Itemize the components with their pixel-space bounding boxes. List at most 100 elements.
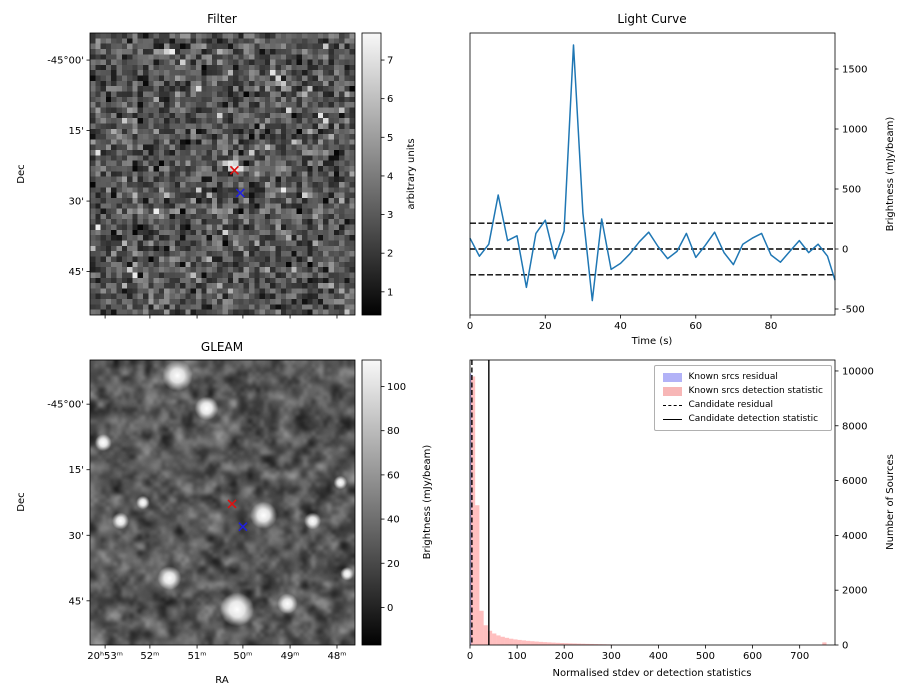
tick-label: 2 <box>387 249 393 260</box>
gleam-xlabel: RA <box>215 675 229 686</box>
tick-label: 6 <box>387 94 393 105</box>
tick-label: 45' <box>69 596 84 607</box>
filter-image <box>90 33 355 315</box>
tick-label: 45' <box>69 267 84 278</box>
detstat-bar <box>504 637 510 645</box>
detstat-bar <box>487 630 493 645</box>
tick-label: 0 <box>467 321 473 332</box>
tick-label: 500 <box>696 651 715 662</box>
legend-patch-swatch <box>663 372 683 382</box>
tick-label: 60 <box>387 470 400 481</box>
detstat-bar <box>475 505 480 645</box>
tick-label: 10000 <box>842 366 874 377</box>
legend-item: Known srcs detection statistic <box>663 385 823 397</box>
tick-label: 4 <box>387 171 393 182</box>
tick-label: 500 <box>842 185 861 196</box>
tick-label: -45°00' <box>47 400 84 411</box>
lightcurve-xlabel: Time (s) <box>631 336 673 347</box>
detstat-bar <box>589 643 594 645</box>
tick-label: 3 <box>387 210 393 221</box>
tick-label: 51ᵐ <box>188 651 207 662</box>
lightcurve-ylabel: Brightness (mJy/beam) <box>885 117 896 232</box>
tick-label: 30' <box>69 531 84 542</box>
tick-label: 20 <box>387 559 400 570</box>
tick-label: 0 <box>387 603 393 614</box>
tick-label: 4000 <box>842 531 867 542</box>
tick-label: 60 <box>689 321 702 332</box>
detstat-bar <box>538 641 543 645</box>
tick-label: 0 <box>467 651 473 662</box>
tick-label: 400 <box>649 651 668 662</box>
tick-label: 80 <box>387 426 400 437</box>
filter-title: Filter <box>207 12 237 26</box>
lightcurve-line <box>469 44 836 302</box>
filter-colorbar-label: arbitrary units <box>406 138 417 209</box>
tick-label: 6000 <box>842 476 867 487</box>
detstat-bar <box>500 636 505 645</box>
tick-label: 1500 <box>842 65 867 76</box>
tick-label: -45°00' <box>47 56 84 67</box>
detstat-bar <box>564 643 569 645</box>
tick-label: 100 <box>387 382 406 393</box>
detstat-bar <box>822 642 827 645</box>
detstat-bar <box>534 641 539 645</box>
tick-label: 0 <box>842 641 848 652</box>
x-marker <box>238 522 248 532</box>
tick-label: 20 <box>539 321 552 332</box>
tick-label: 1 <box>387 287 393 298</box>
x-marker <box>235 188 245 198</box>
tick-label: 8000 <box>842 421 867 432</box>
legend-label: Known srcs detection statistic <box>688 386 823 396</box>
detstat-bar <box>585 643 590 645</box>
legend-item: Candidate residual <box>663 399 823 411</box>
legend-label: Known srcs residual <box>688 372 778 382</box>
tick-label: 600 <box>743 651 762 662</box>
tick-label: 49ᵐ <box>281 651 300 662</box>
legend-item: Known srcs residual <box>663 371 823 383</box>
legend-line-swatch <box>663 418 683 420</box>
gleam-colorbar-label: Brightness (mJy/beam) <box>422 445 433 560</box>
legend-line-swatch <box>663 404 683 406</box>
tick-label: 40 <box>387 515 400 526</box>
rendered-chart-elements: -45°00' 15' 30' 45' 1 2 3 4 5 6 7 0 20 40 60 80 -500 0 500… <box>47 32 874 662</box>
x-marker <box>227 499 237 509</box>
tick-label: 100 <box>508 651 527 662</box>
tick-label: 50ᵐ <box>233 651 252 662</box>
hist-xlabel: Normalised stdev or detection statistics <box>553 668 752 679</box>
detstat-bar <box>547 642 552 645</box>
detstat-bar <box>530 641 535 645</box>
legend-label: Candidate residual <box>688 400 774 410</box>
detstat-bar <box>496 635 501 645</box>
detstat-bar <box>479 610 484 645</box>
detstat-bar <box>593 644 599 645</box>
tick-label: 0 <box>842 245 848 256</box>
detstat-bar <box>483 625 488 645</box>
tick-label: 52ᵐ <box>140 651 159 662</box>
detstat-bar <box>521 640 527 645</box>
legend: Known srcs residual Known srcs detection … <box>654 365 832 431</box>
detstat-bar <box>598 644 603 645</box>
detstat-bar <box>526 640 531 645</box>
gleam-image <box>90 360 355 645</box>
legend-item: Candidate detection statistic <box>663 413 823 425</box>
hist-ylabel: Number of Sources <box>885 454 896 550</box>
detstat-bar <box>517 639 522 645</box>
tick-label: 5 <box>387 133 393 144</box>
detstat-bar <box>509 638 514 645</box>
detstat-bar <box>572 643 577 645</box>
gleam-colorbar <box>362 360 381 645</box>
tick-label: 1000 <box>842 125 867 136</box>
tick-label: 40 <box>614 321 627 332</box>
residual-bar <box>470 373 472 645</box>
detstat-bar <box>568 643 573 645</box>
tick-label: 15' <box>69 465 84 476</box>
detstat-bar <box>543 642 548 645</box>
tick-label: 200 <box>555 651 574 662</box>
legend-label: Candidate detection statistic <box>688 414 819 424</box>
x-marker <box>229 165 239 175</box>
filter-ylabel: Dec <box>16 164 27 183</box>
filter-colorbar <box>362 33 381 315</box>
detstat-bar <box>555 642 560 645</box>
